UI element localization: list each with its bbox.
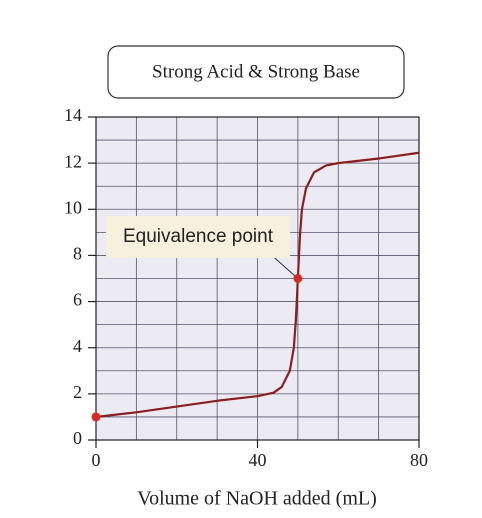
- x-tick-label: 40: [249, 450, 267, 470]
- y-tick-label: 12: [64, 151, 82, 171]
- x-tick-label: 0: [92, 450, 101, 470]
- chart-title: Strong Acid & Strong Base: [152, 61, 360, 82]
- y-tick-label: 6: [73, 290, 82, 310]
- x-axis-label: Volume of NaOH added (mL): [137, 488, 377, 510]
- y-tick-label: 10: [64, 197, 82, 217]
- title-box: [107, 45, 405, 99]
- y-tick-label: 14: [64, 105, 82, 125]
- highlight-point: [293, 274, 303, 283]
- y-tick-label: 0: [73, 428, 82, 448]
- x-tick-label: 80: [410, 450, 428, 470]
- y-tick-label: 4: [73, 336, 82, 356]
- titration-curve: [95, 151, 420, 419]
- plot-area: 0 2 4 6 8 10 12 14 0 40 80 Equivalence point: [64, 105, 428, 470]
- y-tick-label: 2: [73, 382, 82, 402]
- y-tick-label: 8: [73, 244, 82, 264]
- annotation-box: [106, 216, 290, 258]
- highlight-point: [91, 412, 101, 422]
- annotation-text: Equivalence point: [123, 226, 274, 247]
